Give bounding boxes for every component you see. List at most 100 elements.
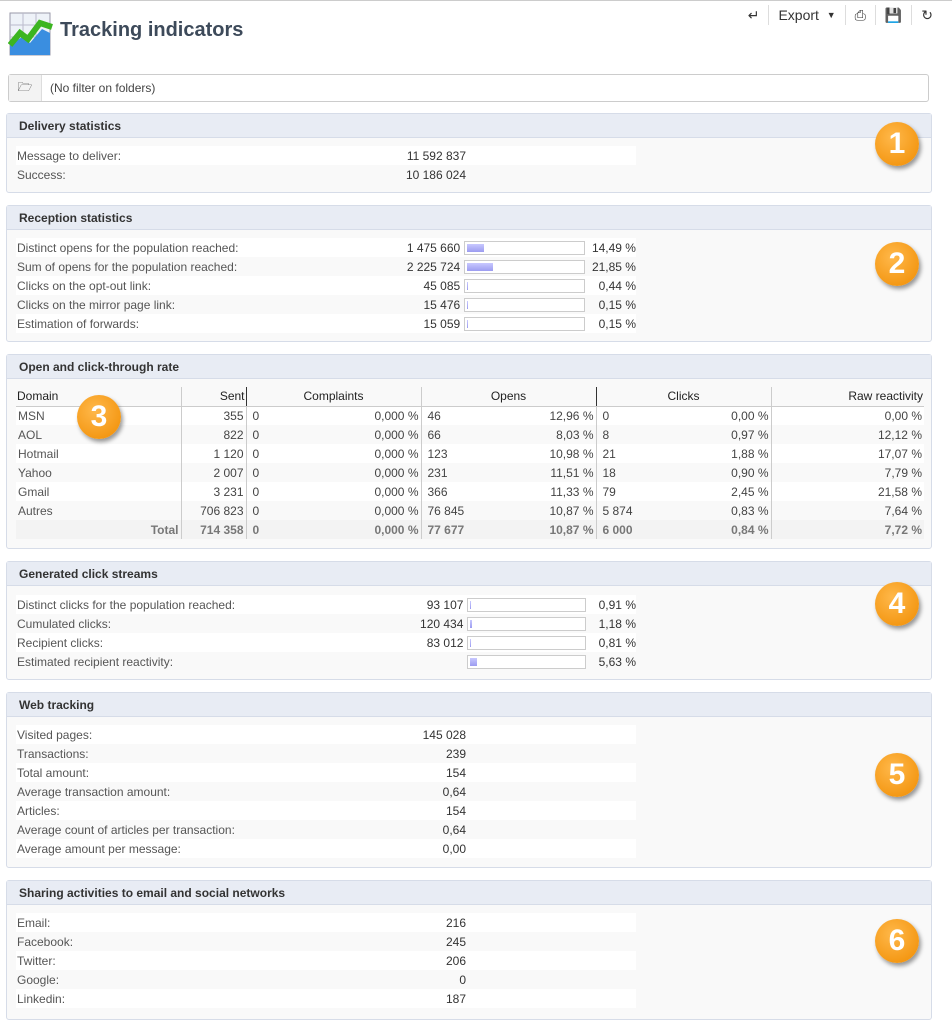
page-title: Tracking indicators [60,19,244,41]
stat-percent: 5,63 % [598,654,636,669]
table-cell: 6 000 [595,520,680,539]
stat-row: Total amount: 154 [16,763,636,782]
panel-body: Visited pages: 145 028 Transactions: 239 Tot… [7,717,931,858]
stat-percent: 0,15 % [598,316,636,331]
panel-title: Open and click-through rate [7,355,931,379]
stat-value: 83 012 [426,635,464,650]
stat-row: Average transaction amount: 0,64 [16,782,636,801]
stat-value: 154 [445,765,466,780]
table-cell: Autres [18,503,53,518]
progress-fill [467,319,469,328]
table-cell: 18 [595,463,680,482]
chart-icon [8,12,53,56]
reception-statistics-panel: Reception statistics 2 Distinct opens for … [6,205,932,342]
print-icon[interactable]: ⎙ [844,5,875,25]
table-cell: 10,98 % [549,446,594,461]
table-cell: 123 [420,444,506,463]
stat-label: Clicks on the opt-out link: [17,278,152,293]
column-header: Clicks [595,387,771,407]
table-row: Hotmail 1 120 0 0,000 % 123 10,98 % 21 1,88 % 17… [16,444,924,463]
click-streams-panel: Generated click streams 4 Distinct clicks … [6,561,932,680]
table-cell: AOL [18,427,43,442]
table-cell: 0 [245,482,288,501]
export-label: Export [778,7,819,23]
stat-label: Transactions: [17,746,89,761]
stat-value: 187 [445,991,466,1006]
open-click-rate-panel: Open and click-through rate 3 Domain Sent Co… [6,354,932,549]
table-cell: 0 [245,406,288,425]
progress-fill [470,638,472,647]
step-badge: 1 [875,122,919,166]
table-cell: Gmail [18,484,50,499]
table-cell: 3 231 [180,482,246,501]
stat-label: Average transaction amount: [17,784,171,799]
panel-body: Distinct clicks for the population reach… [7,586,931,671]
table-cell: 21 [595,444,680,463]
table-cell: 231 [420,463,506,482]
stat-percent: 0,44 % [598,278,636,293]
stat-value: 245 [445,934,466,949]
table-row: Gmail 3 231 0 0,000 % 366 11,33 % 79 2,45 % 21,5… [16,482,924,501]
stat-value: 10 186 024 [405,167,466,182]
progress-bar [464,240,585,255]
progress-bar [467,635,586,650]
stat-label: Sum of opens for the population reached: [17,259,238,274]
stat-row: Success: 10 186 024 [16,165,636,184]
progress-bar [467,616,586,631]
table-cell: 7,79 % [770,463,924,482]
panel-body: Email: 216 Facebook: 245 Twitter: 206 Google: 0… [7,905,931,1008]
stat-value: 239 [445,746,466,761]
stat-percent: 0,81 % [598,635,636,650]
stat-value: 0,00 [442,841,466,856]
folder-icon[interactable]: 🗁 [9,75,42,101]
table-cell: 2 007 [180,463,246,482]
table-cell: 46 [420,406,506,425]
panel-title: Reception statistics [7,206,931,230]
stat-value: 11 592 837 [406,148,466,163]
stat-label: Average amount per message: [17,841,181,856]
progress-fill [467,300,469,309]
stat-label: Estimated recipient reactivity: [17,654,174,669]
save-icon[interactable]: 💾 [874,5,911,25]
table-cell: 76 845 [420,501,506,520]
table-cell: 0 [245,520,288,539]
stat-row: Facebook: 245 [16,932,636,951]
stat-value: 154 [445,803,466,818]
table-cell: 7,64 % [770,501,924,520]
table-cell: 0,97 % [731,427,769,442]
folder-filter[interactable]: 🗁 (No filter on folders) [8,74,929,102]
step-badge: 3 [77,395,121,439]
table-cell: 0,000 % [374,484,419,499]
table-cell: 355 [180,406,246,425]
stat-value: 206 [445,953,466,968]
stat-value: 2 225 724 [406,259,461,274]
table-row: Total 714 358 0 0,000 % 77 677 10,87 % 6 000 0,… [16,520,924,539]
stat-label: Success: [17,167,66,182]
stat-row: Email: 216 [16,913,636,932]
table-cell: 10,87 % [549,503,594,518]
column-header: Opens [420,387,596,407]
progress-fill [470,619,472,628]
progress-bar [464,316,585,331]
table-cell: 8,03 % [556,427,594,442]
progress-fill [470,600,472,609]
table-cell: 0 [245,501,288,520]
stat-label: Google: [17,972,60,987]
stat-label: Clicks on the mirror page link: [17,297,176,312]
back-arrow-icon[interactable]: ↵ [747,6,760,23]
stat-row: Clicks on the opt-out link: 45 085 0,44 % [16,276,636,295]
table-cell: 77 677 [420,520,506,539]
stat-row: Clicks on the mirror page link: 15 476 0,1… [16,295,636,314]
table-cell: 12,96 % [549,408,594,423]
refresh-icon[interactable]: ↻ [911,5,942,25]
table-cell: 0 [595,406,680,425]
export-button[interactable]: Export ▼ [768,5,844,25]
panel-title: Delivery statistics [7,114,931,138]
stat-label: Distinct opens for the population reache… [17,240,239,255]
stat-row: Linkedin: 187 [16,989,636,1008]
stat-label: Total amount: [17,765,90,780]
stat-label: Cumulated clicks: [17,616,112,631]
panel-body: Message to deliver: 11 592 837 Success: 10 … [7,138,931,184]
progress-bar [467,654,586,669]
chevron-down-icon: ▼ [826,10,836,20]
